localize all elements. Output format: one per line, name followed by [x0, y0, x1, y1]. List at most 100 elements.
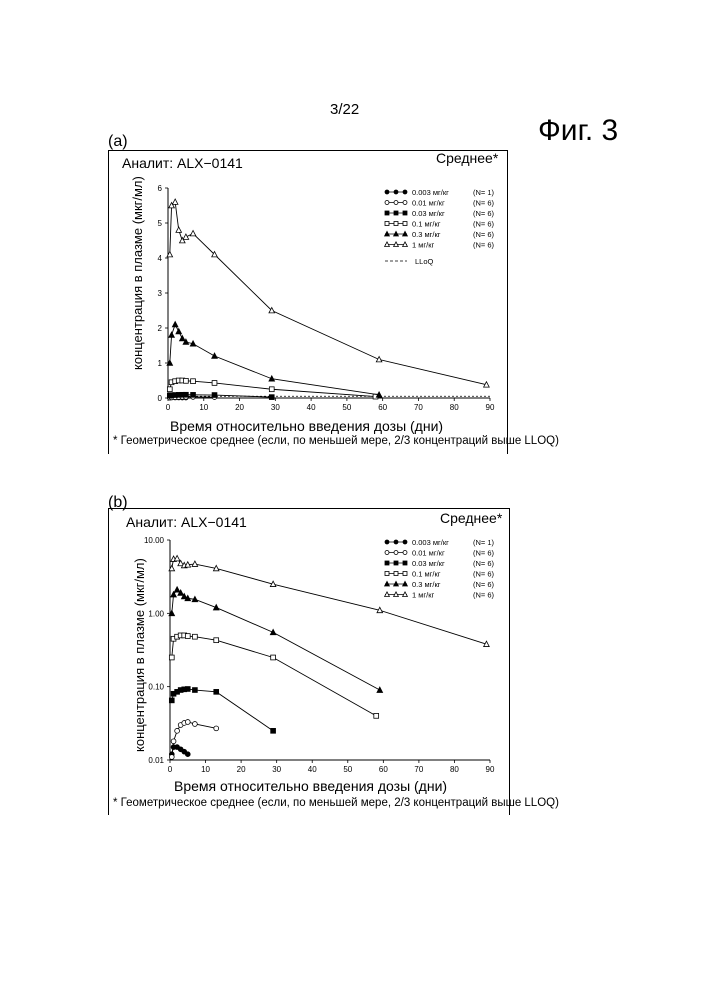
y-tick-label: 0.01: [148, 756, 164, 765]
legend-entry: 0.01 мг/кг (N= 6): [385, 199, 495, 208]
legend-n: (N= 6): [473, 209, 495, 218]
series-4: [169, 587, 383, 693]
data-point: [192, 722, 197, 727]
legend-label: 0.01 мг/кг: [412, 199, 445, 208]
legend-entry: 0.1 мг/кг(N= 6): [385, 220, 495, 229]
series-5: [169, 555, 489, 646]
legend-entry: 0.03 мг/кг(N= 6): [385, 209, 495, 218]
x-tick-label: 70: [414, 765, 423, 774]
data-point: [190, 231, 196, 236]
legend-label: 0.01 мг/кг: [412, 549, 445, 558]
data-point: [167, 387, 172, 392]
legend-entry: 0.03 мг/кг(N= 6): [385, 559, 495, 568]
y-axis-label-a: концентрация в плазме (мкг/мл): [130, 176, 145, 370]
x-tick-label: 30: [272, 765, 281, 774]
x-tick-label: 30: [271, 403, 280, 412]
x-tick-label: 70: [414, 403, 423, 412]
legend-entry: 0.1 мг/кг(N= 6): [385, 570, 495, 579]
x-tick-label: 20: [237, 765, 246, 774]
legend-entry: 1 мг/кг (N= 6): [385, 591, 495, 600]
legend-label: 1 мг/кг: [412, 591, 435, 600]
series-2: [169, 687, 275, 734]
y-tick-label: 10.00: [144, 536, 165, 545]
legend-marker: [394, 540, 398, 544]
data-point: [192, 688, 197, 693]
y-tick-label: 5: [158, 219, 163, 228]
legend-label: LLoQ: [415, 257, 434, 266]
data-point: [175, 728, 180, 733]
data-point: [214, 726, 219, 731]
x-tick-label: 0: [168, 765, 173, 774]
legend-label: 1 мг/кг: [412, 241, 435, 250]
data-point: [169, 655, 174, 660]
legend-n: (N= 1): [473, 188, 495, 197]
analyte-title-b: Аналит: ALX−0141: [126, 514, 247, 530]
chart-a: 010203040506070809001234560.003 мг/кг(N=…: [150, 180, 500, 415]
y-tick-label: 1.00: [148, 609, 164, 618]
data-point: [185, 720, 190, 725]
x-tick-label: 50: [342, 403, 351, 412]
x-tick-label: 40: [307, 403, 316, 412]
legend-n: (N= 6): [473, 580, 495, 589]
legend-entry-lloq: LLoQ: [385, 257, 434, 266]
data-point: [169, 755, 174, 760]
legend-n: (N= 6): [473, 591, 495, 600]
x-tick-label: 60: [378, 403, 387, 412]
data-point: [192, 561, 198, 566]
y-tick-label: 0.10: [148, 683, 164, 692]
legend-label: 0.3 мг/кг: [412, 230, 441, 239]
legend-marker: [385, 222, 389, 226]
legend-n: (N= 6): [473, 230, 495, 239]
legend-marker: [394, 572, 398, 576]
x-axis-label-a: Время относительно введения дозы (дни): [170, 418, 443, 434]
series-5: [167, 199, 489, 387]
y-tick-label: 6: [158, 184, 163, 193]
legend-marker: [385, 201, 389, 205]
data-point: [269, 387, 274, 392]
footnote-b: * Геометрическое среднее (если, по меньш…: [113, 797, 559, 809]
mean-label-b: Среднее*: [440, 510, 502, 526]
x-tick-label: 10: [199, 403, 208, 412]
legend-marker: [403, 540, 407, 544]
legend-marker: [385, 551, 389, 555]
legend-label: 0.003 мг/кг: [412, 188, 449, 197]
figure-label: Фиг. 3: [538, 114, 618, 148]
data-point: [212, 381, 217, 386]
y-tick-label: 3: [158, 289, 163, 298]
legend-marker: [403, 572, 407, 576]
legend-n: (N= 6): [473, 199, 495, 208]
data-point: [174, 555, 180, 560]
legend-marker: [394, 561, 398, 565]
legend-n: (N= 6): [473, 241, 495, 250]
legend-marker: [385, 572, 389, 576]
data-point: [180, 336, 186, 341]
legend-marker: [394, 222, 398, 226]
data-point: [183, 392, 188, 397]
data-point: [376, 357, 382, 362]
data-point: [176, 329, 182, 334]
series-line: [172, 635, 376, 715]
legend-marker: [394, 190, 398, 194]
x-tick-label: 80: [450, 765, 459, 774]
legend-n: (N= 6): [473, 570, 495, 579]
legend-marker: [394, 211, 398, 215]
legend-entry: 0.01 мг/кг(N= 6): [385, 549, 495, 558]
legend-entry: 0.3 мг/кг(N= 6): [385, 580, 495, 589]
analyte-title-a: Аналит: ALX−0141: [122, 155, 243, 171]
data-point: [192, 634, 197, 639]
x-tick-label: 10: [201, 765, 210, 774]
series-1: [169, 720, 218, 760]
x-tick-label: 80: [450, 403, 459, 412]
legend-marker: [403, 551, 407, 555]
legend-label: 0.1 мг/кг: [412, 220, 441, 229]
legend-marker: [385, 540, 389, 544]
y-tick-label: 2: [158, 324, 163, 333]
y-tick-label: 0: [158, 394, 163, 403]
data-point: [374, 713, 379, 718]
data-point: [171, 739, 176, 744]
series-line: [172, 590, 380, 690]
data-point: [176, 227, 182, 232]
y-tick-label: 1: [158, 359, 163, 368]
data-point: [172, 199, 178, 204]
data-point: [270, 629, 276, 634]
